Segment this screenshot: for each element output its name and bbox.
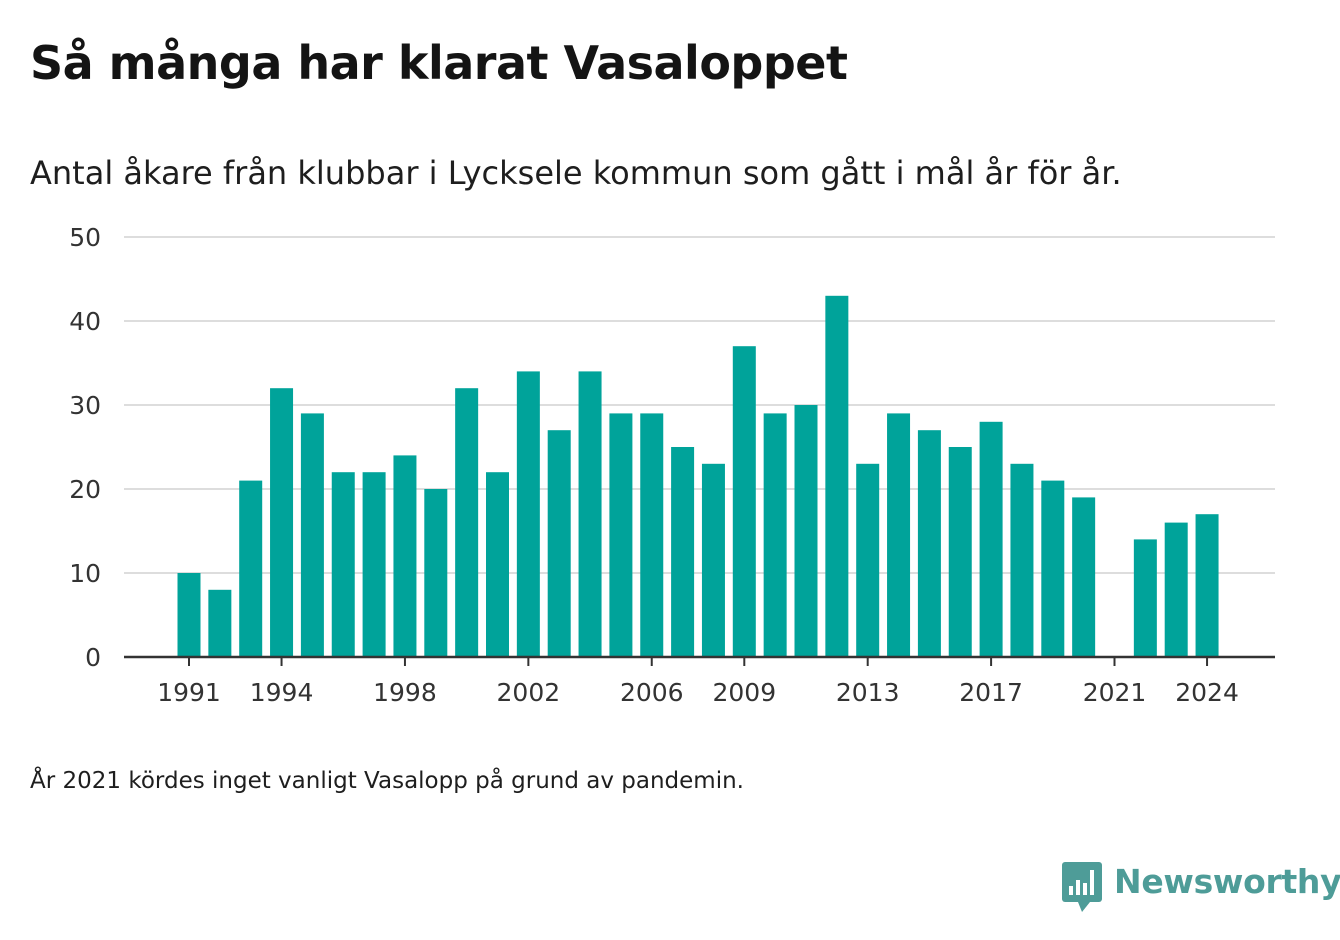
y-tick-label: 20 — [69, 475, 101, 504]
bar-2007 — [671, 447, 695, 657]
bar-2006 — [640, 413, 664, 657]
bar-2004 — [578, 371, 602, 657]
bar-2020 — [1072, 497, 1096, 657]
bar-2005 — [609, 413, 633, 657]
bar-2019 — [1041, 480, 1065, 657]
x-tick-label: 2021 — [1083, 678, 1147, 707]
bar-2000 — [455, 388, 479, 657]
chart-subtitle: Antal åkare från klubbar i Lycksele komm… — [30, 154, 1122, 192]
bar-1991 — [177, 573, 201, 657]
bar-2003 — [547, 430, 571, 657]
bar-2022 — [1133, 539, 1157, 657]
bar-2016 — [948, 447, 972, 657]
bar-1993 — [239, 480, 263, 657]
x-tick-label: 2024 — [1175, 678, 1239, 707]
axes — [124, 655, 1275, 666]
bar-2012 — [825, 295, 849, 657]
bar-1997 — [362, 472, 386, 657]
bar-chart-speech-bubble-icon — [1062, 862, 1102, 912]
bar-2017 — [979, 421, 1003, 657]
bar-2024 — [1195, 514, 1219, 657]
bars — [177, 295, 1219, 657]
grid-lines — [124, 236, 1275, 574]
x-tick-labels: 1991 1994 1998 2002 2006 2009 2013 2017 2021 2024 — [157, 678, 1239, 707]
bar-2013 — [856, 463, 880, 657]
bar-1998 — [393, 455, 417, 657]
x-tick-label: 2013 — [836, 678, 900, 707]
footnote: År 2021 kördes inget vanligt Vasalopp på… — [30, 768, 744, 794]
y-tick-label: 50 — [69, 223, 101, 252]
bar-2014 — [887, 413, 911, 657]
bar-1995 — [300, 413, 324, 657]
x-tick-label: 2002 — [497, 678, 561, 707]
bar-1999 — [424, 489, 448, 657]
logo-text: Newsworthy — [1114, 862, 1340, 901]
bar-2009 — [732, 346, 756, 657]
x-tick-label: 1991 — [157, 678, 221, 707]
y-tick-label: 0 — [85, 643, 101, 672]
x-tick-label: 2006 — [620, 678, 684, 707]
y-tick-label: 40 — [69, 307, 101, 336]
bar-1992 — [208, 589, 232, 657]
y-tick-label: 10 — [69, 559, 101, 588]
bar-2001 — [486, 472, 509, 657]
y-tick-labels: 0 10 20 30 40 50 — [69, 223, 101, 672]
bar-2015 — [917, 430, 941, 657]
newsworthy-logo: Newsworthy — [1060, 858, 1340, 914]
bar-2002 — [516, 371, 540, 657]
x-tick-label: 1998 — [373, 678, 437, 707]
bar-1994 — [270, 388, 294, 657]
x-tick-label: 1994 — [250, 678, 314, 707]
chart-title: Så många har klarat Vasaloppet — [30, 36, 848, 90]
bar-1996 — [331, 472, 355, 657]
bar-2018 — [1010, 463, 1034, 657]
x-tick-label: 2017 — [959, 678, 1023, 707]
bar-2023 — [1164, 522, 1188, 657]
bar-2008 — [701, 463, 725, 657]
bar-2011 — [794, 405, 818, 657]
bar-2010 — [763, 413, 787, 657]
x-tick-label: 2009 — [712, 678, 776, 707]
y-tick-label: 30 — [69, 391, 101, 420]
